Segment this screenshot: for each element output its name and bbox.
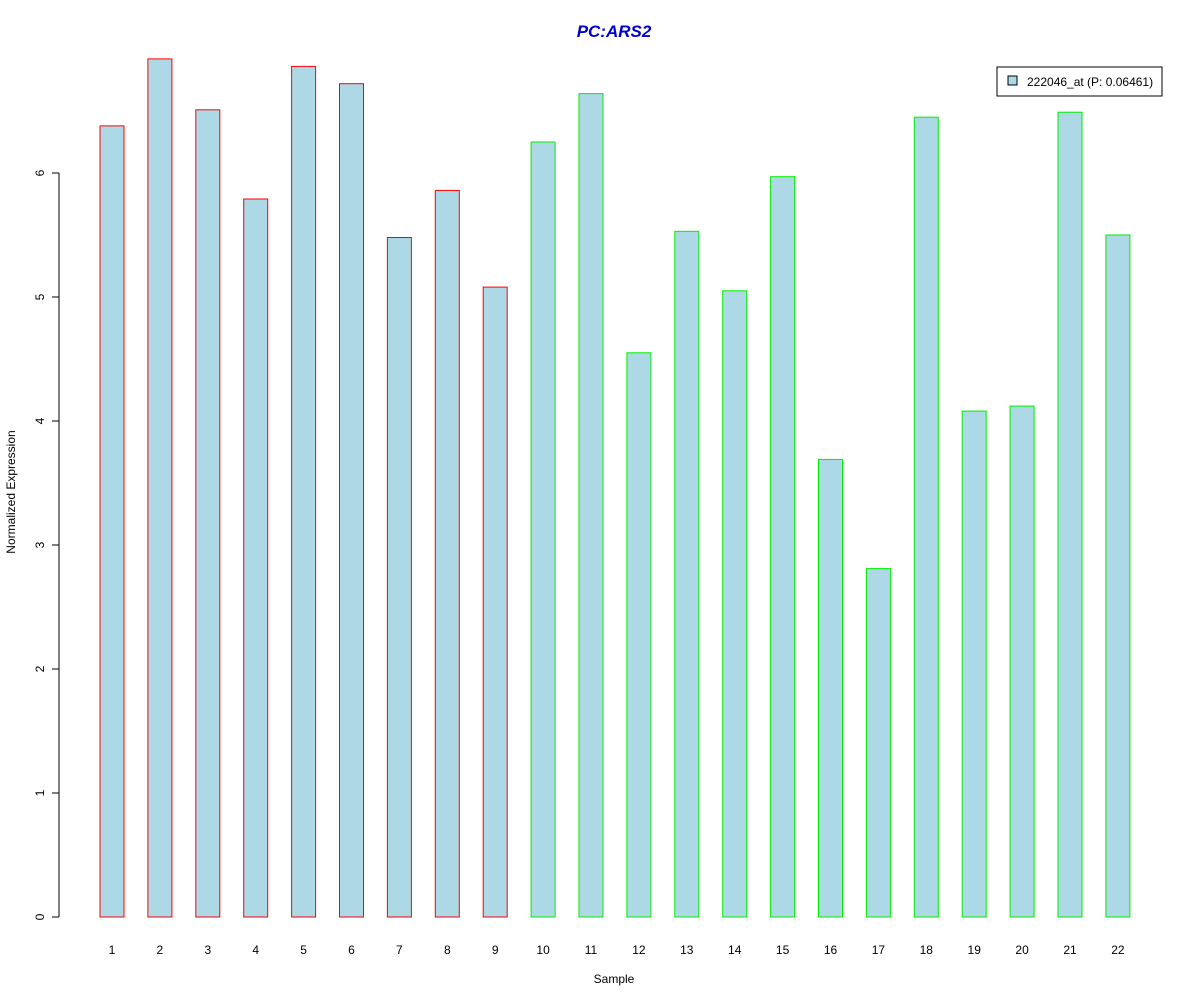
bar-sample-4	[243, 198, 269, 918]
bar-sample-12	[626, 352, 652, 918]
bar-sample-6	[339, 83, 364, 918]
bar-sample-7	[386, 237, 412, 918]
bar-sample-9	[482, 286, 508, 918]
x-axis-tick-label: 13	[680, 943, 694, 957]
bar-sample-17	[865, 568, 891, 918]
x-axis-tick-label: 15	[776, 943, 790, 957]
bar-sample-11	[578, 93, 604, 918]
y-axis-tick-label: 5	[33, 293, 47, 300]
bar-sample-13	[674, 230, 700, 918]
bar-sample-3	[195, 109, 221, 918]
x-axis-tick-label: 1	[109, 943, 116, 957]
bars	[99, 58, 1131, 918]
x-axis-tick-label: 16	[824, 943, 838, 957]
x-axis-tick-label: 18	[920, 943, 934, 957]
bar-sample-10	[530, 141, 556, 918]
y-axis-tick-label: 0	[33, 913, 47, 920]
y-axis-tick-label: 2	[33, 665, 47, 672]
x-axis-tick-label: 8	[444, 943, 451, 957]
x-axis-tick-label: 14	[728, 943, 742, 957]
x-axis-tick-label: 7	[396, 943, 403, 957]
y-axis-tick-label: 4	[33, 417, 47, 424]
bar-sample-8	[434, 189, 460, 918]
x-axis-tick-labels: 1 2 3 4 5 6 7 8 9 10 11 12 13 14 15 16 17 18 19 20 21 22	[109, 943, 1125, 957]
x-axis-tick-label: 22	[1111, 943, 1125, 957]
bar-sample-16	[818, 458, 843, 918]
x-axis-tick-label: 17	[872, 943, 886, 957]
x-axis-tick-label: 20	[1015, 943, 1029, 957]
y-axis-tick-label: 3	[33, 541, 47, 548]
bar-sample-22	[1105, 234, 1131, 918]
x-axis-label: Sample	[594, 972, 635, 986]
legend-label: 222046_at (P: 0.06461)	[1027, 75, 1153, 89]
legend-box	[996, 66, 1163, 97]
x-axis-tick-label: 5	[300, 943, 307, 957]
bar-sample-21	[1057, 111, 1083, 918]
y-axis: 0 1 2 3 4 5 6	[33, 169, 60, 920]
bar-sample-15	[770, 176, 796, 918]
x-axis-tick-label: 19	[968, 943, 982, 957]
legend: 222046_at (P: 0.06461)	[996, 66, 1163, 97]
x-axis-tick-label: 12	[632, 943, 646, 957]
y-axis-tick-label: 6	[33, 169, 47, 176]
x-axis-tick-label: 2	[157, 943, 164, 957]
bar-sample-14	[722, 290, 748, 918]
x-axis-tick-label: 21	[1063, 943, 1077, 957]
x-axis-tick-label: 3	[204, 943, 211, 957]
x-axis-tick-label: 6	[348, 943, 355, 957]
x-axis-tick-label: 11	[585, 943, 598, 957]
bar-sample-19	[961, 410, 987, 918]
chart-title: PC:ARS2	[577, 22, 652, 41]
legend-swatch	[1007, 75, 1018, 86]
bar-sample-18	[913, 116, 939, 918]
bar-sample-5	[291, 65, 317, 918]
x-axis-tick-label: 9	[492, 943, 499, 957]
bar-sample-20	[1009, 405, 1035, 918]
y-axis-tick-label: 1	[33, 789, 47, 796]
x-axis-tick-label: 10	[536, 943, 550, 957]
bar-sample-2	[147, 58, 173, 918]
x-axis-tick-label: 4	[252, 943, 259, 957]
y-axis-label: Normalized Expression	[4, 430, 18, 553]
bar-sample-1	[99, 125, 125, 918]
